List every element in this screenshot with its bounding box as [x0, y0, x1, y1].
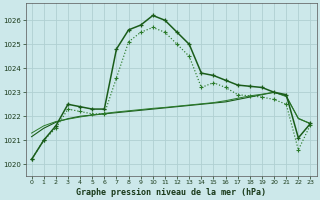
X-axis label: Graphe pression niveau de la mer (hPa): Graphe pression niveau de la mer (hPa) — [76, 188, 266, 197]
